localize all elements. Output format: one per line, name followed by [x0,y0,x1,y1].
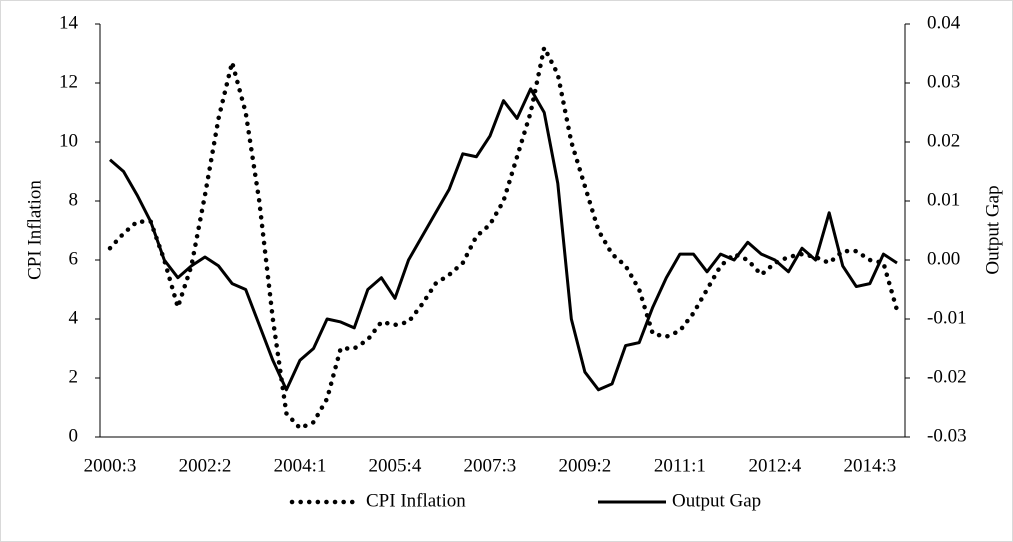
y-tick-label: 2 [69,366,79,387]
y-axis-label: CPI Inflation [24,180,45,280]
y-tick-label: 6 [69,248,79,269]
y2-tick-label: 0.04 [927,12,961,33]
y2-tick-label: -0.02 [927,366,967,387]
x-tick-label: 2004:1 [274,455,327,476]
legend-label: CPI Inflation [366,490,466,511]
x-tick-label: 2007:3 [464,455,517,476]
y-tick-label: 10 [59,130,78,151]
y-tick-label: 12 [59,71,78,92]
x-tick-label: 2009:2 [559,455,612,476]
y-tick-label: 0 [69,425,79,446]
y-tick-label: 14 [59,12,79,33]
y2-tick-label: 0.00 [927,248,960,269]
x-tick-label: 2005:4 [369,455,422,476]
x-tick-label: 2011:1 [654,455,706,476]
legend-label: Output Gap [672,490,761,511]
y2-tick-label: 0.03 [927,71,960,92]
y2-tick-label: 0.01 [927,189,960,210]
y2-tick-label: -0.01 [927,307,967,328]
y2-tick-label: 0.02 [927,130,960,151]
y2-axis-label: Output Gap [982,185,1003,274]
series-line [109,87,898,392]
x-tick-label: 2014:3 [843,455,896,476]
y2-tick-label: -0.03 [927,425,967,446]
x-tick-label: 2000:3 [84,455,137,476]
y-tick-label: 4 [69,307,79,328]
x-tick-label: 2012:4 [748,455,801,476]
y-tick-label: 8 [69,189,79,210]
x-tick-label: 2002:2 [179,455,232,476]
